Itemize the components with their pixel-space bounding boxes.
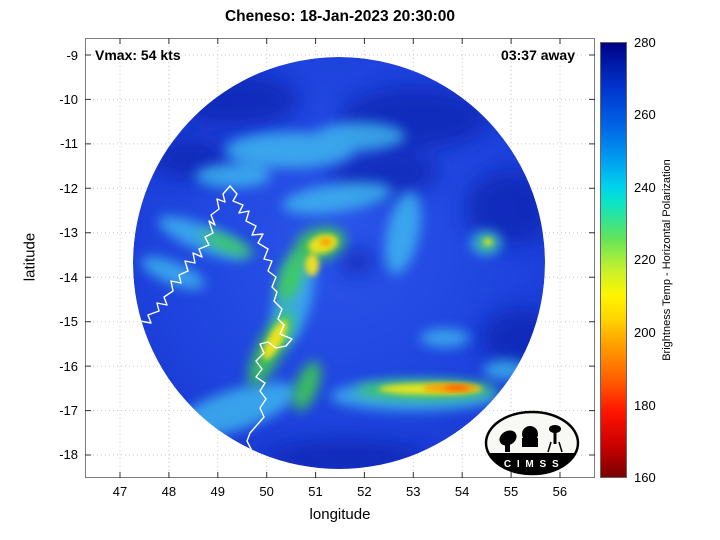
cimss-logo: C I M S S bbox=[484, 410, 580, 476]
axes-tick-marks bbox=[85, 38, 595, 478]
eta-annotation: 03:37 away bbox=[501, 47, 575, 63]
cimss-logo-text: C I M S S bbox=[504, 459, 560, 470]
colorbar-ticks: 280 260 240 220 200 180 160 bbox=[634, 34, 656, 486]
x-axis-ticks: 47 48 49 50 51 52 53 54 55 56 bbox=[112, 484, 568, 499]
plot-title: Cheneso: 18-Jan-2023 20:30:00 bbox=[224, 8, 456, 25]
cimss-logo-art: C I M S S bbox=[486, 425, 578, 474]
swath-red-core bbox=[445, 385, 469, 391]
vmax-annotation: Vmax: 54 kts bbox=[95, 47, 181, 63]
y-axis-label: latitude bbox=[21, 232, 39, 282]
y-axis-ticks: -9 -10 -11 -12 -13 -14 -15 -16 -17 -18 bbox=[59, 47, 78, 463]
microwave-plot-canvas bbox=[85, 38, 595, 478]
coastline-island-dot bbox=[133, 169, 137, 173]
colorbar bbox=[600, 42, 627, 478]
colorbar-label: Brightness Temp - Horizontal Polarizatio… bbox=[661, 159, 673, 361]
coastline-east bbox=[229, 185, 293, 469]
axes-frame bbox=[85, 38, 595, 478]
plot-area: Vmax: 54 kts 03:37 away C I M S S bbox=[85, 38, 595, 478]
x-axis-label: longitude bbox=[309, 506, 371, 523]
